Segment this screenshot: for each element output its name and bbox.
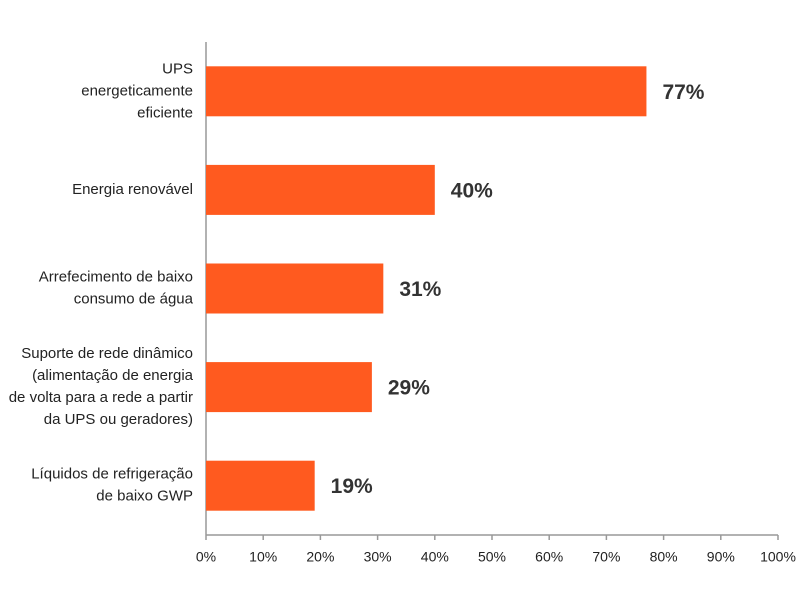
x-tick-label: 100% xyxy=(760,549,796,565)
bar xyxy=(206,460,315,511)
x-tick-label: 90% xyxy=(707,549,735,565)
y-tick-label: Arrefecimento de baixo consumo de água xyxy=(39,268,194,307)
y-tick-label: Energia renovável xyxy=(72,181,193,198)
value-label: 77% xyxy=(662,81,704,104)
value-label: 31% xyxy=(399,278,441,301)
x-tick-label: 10% xyxy=(249,549,277,565)
x-tick-label: 20% xyxy=(306,549,334,565)
x-tick-label: 60% xyxy=(535,549,563,565)
bar xyxy=(206,66,647,117)
y-tick-label: Líquidos de refrigeração de baixo GWP xyxy=(31,466,193,505)
y-tick-label: UPS energeticamente eficiente xyxy=(81,60,193,121)
value-label: 19% xyxy=(331,475,373,498)
bar xyxy=(206,362,372,413)
bar xyxy=(206,263,384,314)
x-tick-label: 40% xyxy=(421,549,449,565)
x-tick-label: 80% xyxy=(650,549,678,565)
y-tick-label: Suporte de rede dinâmico (alimentação de … xyxy=(9,345,194,428)
x-tick-label: 30% xyxy=(364,549,392,565)
value-label: 29% xyxy=(388,377,430,400)
x-tick-label: 0% xyxy=(196,549,216,565)
x-tick-label: 50% xyxy=(478,549,506,565)
x-tick-label: 70% xyxy=(592,549,620,565)
bar xyxy=(206,164,435,215)
value-label: 40% xyxy=(451,179,493,202)
